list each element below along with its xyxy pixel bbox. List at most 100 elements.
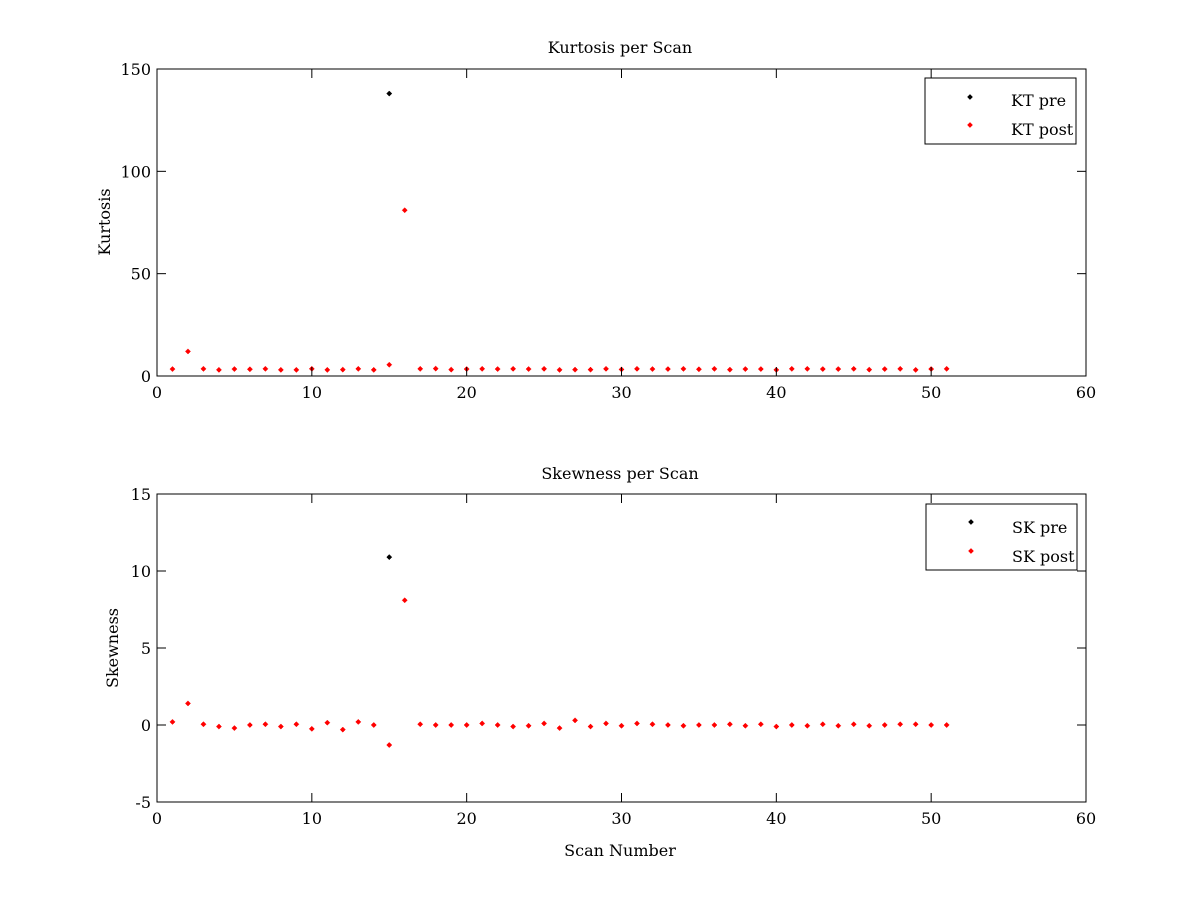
kurtosis-point-post xyxy=(215,366,222,373)
skewness-title: Skewness per Scan xyxy=(541,464,698,483)
x-tick-label: 30 xyxy=(611,809,631,828)
kurtosis-point-post xyxy=(881,366,888,372)
skewness-point-post xyxy=(432,722,439,728)
kurtosis-point-post xyxy=(432,365,439,372)
skewness-point-post xyxy=(277,723,284,730)
skewness-point-post xyxy=(386,742,393,748)
skewness-point-post xyxy=(835,722,842,729)
kurtosis-point-post xyxy=(835,366,842,372)
x-tick-label: 0 xyxy=(152,383,162,402)
skewness-point-post xyxy=(757,721,764,728)
x-tick-label: 40 xyxy=(766,383,786,402)
skewness-point-post xyxy=(742,722,749,729)
kurtosis-point-post xyxy=(541,365,548,372)
skewness-point-post xyxy=(897,721,904,728)
skewness-point-post xyxy=(850,721,857,728)
kurtosis-legend-marker-post xyxy=(967,122,973,128)
x-tick-label: 50 xyxy=(921,383,941,402)
skewness-point-pre xyxy=(386,554,393,561)
kurtosis-legend-label-pre: KT pre xyxy=(1011,91,1066,110)
kurtosis-legend-symbol-post xyxy=(967,122,973,128)
kurtosis-point-post xyxy=(246,366,253,373)
skewness-point-post xyxy=(680,722,687,729)
y-tick-label: 15 xyxy=(131,485,151,504)
kurtosis-marks xyxy=(169,90,950,373)
kurtosis-legend-symbol-pre xyxy=(967,94,973,100)
kurtosis-ylabel: Kurtosis xyxy=(95,188,114,255)
skewness-legend-label-pre: SK pre xyxy=(1012,518,1067,537)
skewness-point-post xyxy=(494,722,501,728)
skewness-point-post xyxy=(525,722,532,729)
kurtosis-point-post xyxy=(324,366,331,373)
skewness-point-post xyxy=(572,717,579,724)
skewness-point-post xyxy=(169,718,176,725)
kurtosis-point-post xyxy=(742,366,749,372)
skewness-plot: Skewness per Scan 0 10 20 30 40 50 60-5051015 … xyxy=(103,464,1096,860)
skewness-point-post xyxy=(417,721,424,728)
x-tick-label: 60 xyxy=(1076,809,1096,828)
kurtosis-point-post xyxy=(417,365,424,372)
skewness-point-post xyxy=(819,721,826,728)
skewness-legend-symbol-post xyxy=(968,548,974,554)
kurtosis-point-post xyxy=(587,366,594,373)
kurtosis-point-post xyxy=(649,366,656,372)
y-tick-label: 5 xyxy=(141,639,151,658)
kurtosis-legend-marker-pre xyxy=(967,94,973,100)
kurtosis-point-post xyxy=(386,361,393,368)
skewness-legend-symbol-pre xyxy=(968,519,974,525)
kurtosis-point-post xyxy=(494,366,501,372)
skewness-point-post xyxy=(262,721,269,728)
skewness-point-post xyxy=(649,721,656,728)
kurtosis-point-post xyxy=(401,207,408,214)
kurtosis-point-post xyxy=(850,365,857,372)
skewness-point-post xyxy=(866,722,873,729)
skewness-point-post xyxy=(200,721,207,728)
skewness-point-post xyxy=(355,718,362,725)
y-tick-label: 100 xyxy=(120,162,151,181)
skewness-point-post xyxy=(401,597,408,604)
kurtosis-point-post xyxy=(634,365,640,372)
kurtosis-legend-box xyxy=(924,77,1077,145)
skewness-point-post xyxy=(370,722,377,728)
kurtosis-point-post xyxy=(788,365,795,372)
skewness-point-post xyxy=(541,720,548,727)
kurtosis-point-post xyxy=(819,366,826,372)
skewness-point-post xyxy=(618,722,625,729)
x-tick-label: 10 xyxy=(302,809,322,828)
skewness-point-post xyxy=(185,700,191,707)
skewness-point-post xyxy=(246,722,253,728)
skewness-point-post xyxy=(726,721,733,728)
skewness-point-post xyxy=(324,719,331,726)
kurtosis-point-post xyxy=(695,366,702,373)
kurtosis-point-post xyxy=(757,366,764,372)
kurtosis-point-pre xyxy=(386,90,393,97)
y-tick-label: -5 xyxy=(135,793,151,812)
skewness-point-post xyxy=(804,722,811,729)
kurtosis-point-post xyxy=(572,366,579,373)
kurtosis-point-post xyxy=(866,366,873,373)
kurtosis-point-post xyxy=(912,366,919,373)
skewness-point-post xyxy=(912,721,919,728)
skewness-legend-marker-pre xyxy=(968,519,974,525)
kurtosis-point-post xyxy=(479,365,486,372)
y-tick-label: 150 xyxy=(120,60,151,79)
kurtosis-point-post xyxy=(339,366,346,373)
skewness-point-post xyxy=(308,725,315,732)
skewness-point-post xyxy=(603,720,609,727)
x-tick-label: 20 xyxy=(456,809,476,828)
skewness-point-post xyxy=(556,725,563,732)
skewness-legend: SK pre SK post xyxy=(925,503,1078,571)
skewness-point-post xyxy=(881,722,888,728)
skewness-point-post xyxy=(711,722,718,728)
skewness-ylabel: Skewness xyxy=(103,608,122,688)
kurtosis-point-post xyxy=(664,366,671,372)
kurtosis-point-post xyxy=(448,366,455,373)
x-tick-label: 30 xyxy=(611,383,631,402)
x-tick-label: 60 xyxy=(1076,383,1096,402)
kurtosis-point-post xyxy=(897,365,904,372)
x-tick-label: 50 xyxy=(921,809,941,828)
kurtosis-point-post xyxy=(525,366,532,372)
skewness-point-post xyxy=(634,720,640,727)
skewness-point-post xyxy=(587,723,594,730)
